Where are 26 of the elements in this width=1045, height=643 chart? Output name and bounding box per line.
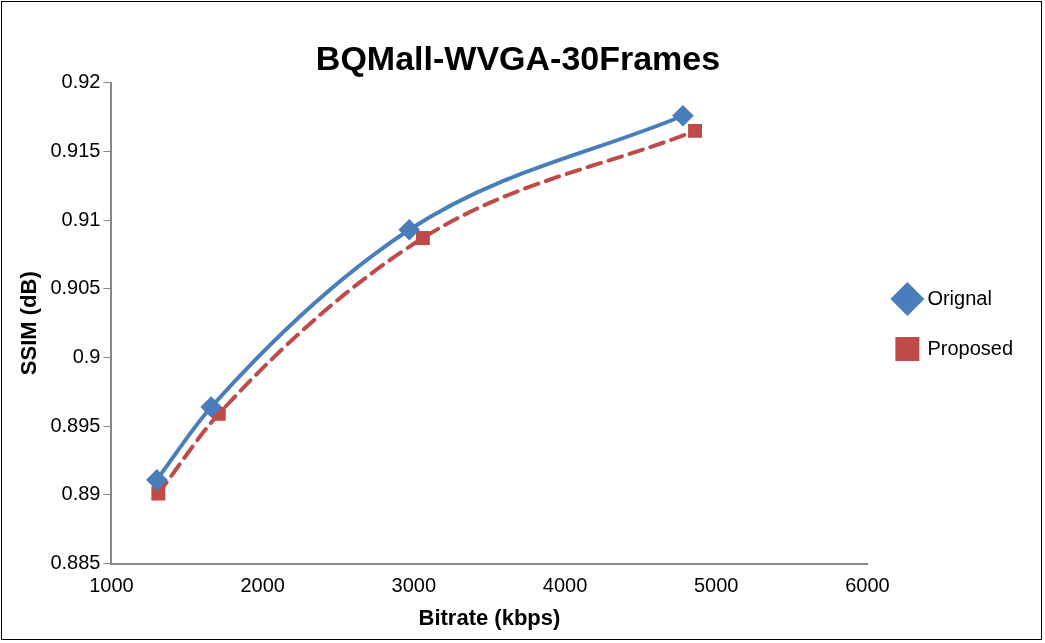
point: [415, 231, 430, 245]
y-tick-label: 0.9: [72, 345, 101, 368]
x-tick-label: 1000: [89, 574, 134, 597]
point: [688, 123, 702, 138]
x-tick-label: 4000: [542, 574, 588, 597]
y-tick-label: 0.905: [50, 276, 101, 299]
point: [672, 105, 693, 126]
y-tick-label: 0.885: [50, 551, 101, 574]
point: [399, 219, 420, 240]
y-tick-label: 0.915: [50, 139, 101, 161]
x-tick-label: 2000: [240, 574, 285, 597]
x-tick-label: 3000: [391, 574, 437, 597]
chart-title: BQMall-WVGA-30Frames: [315, 38, 721, 77]
point: [151, 486, 166, 501]
legend-label: Proposed: [927, 336, 1014, 359]
point: [146, 469, 167, 490]
x-axis-title: Bitrate (kbps): [418, 604, 561, 630]
y-tick-label: 0.89: [61, 482, 101, 505]
y-axis-title: SSIM (dB): [16, 271, 42, 376]
y-tick-label: 0.895: [50, 413, 101, 436]
point: [201, 397, 222, 417]
legend-label: Orignal: [927, 286, 992, 309]
x-tick-label: 6000: [845, 574, 890, 597]
y-tick-label: 0.92: [61, 70, 101, 93]
y-tick-label: 0.91: [61, 207, 101, 230]
x-tick-label: 5000: [693, 574, 739, 597]
